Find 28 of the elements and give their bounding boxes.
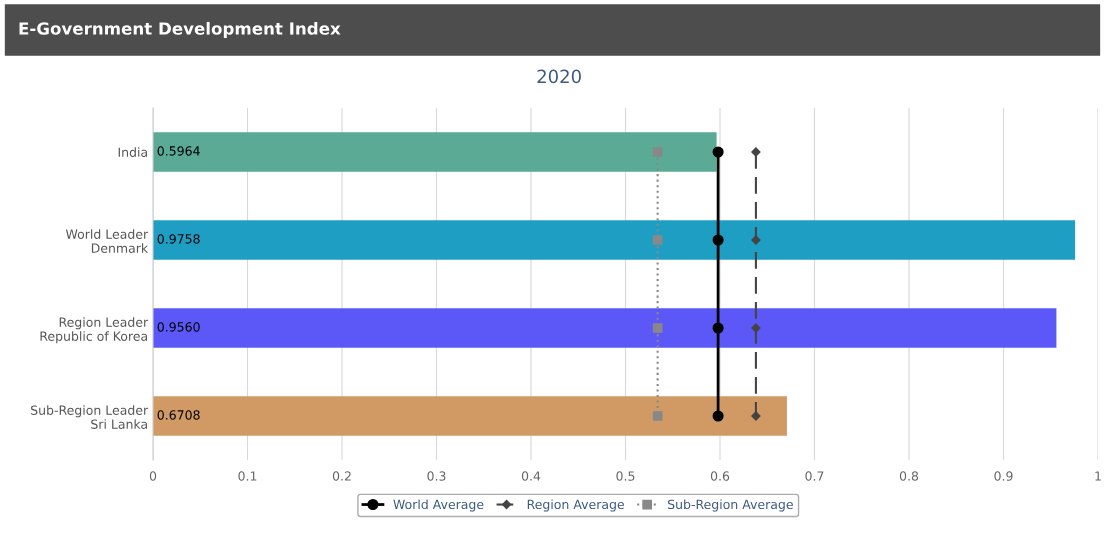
x-tick-label: 0.6	[710, 471, 730, 481]
data-label: 0.9560	[157, 322, 200, 332]
y-tick-label: Region Leader Republic of Korea	[40, 317, 149, 344]
x-tick-label: 0.9	[994, 471, 1013, 481]
y-tick-label: World Leader Denmark	[65, 229, 149, 253]
x-tick-label: 1	[1095, 471, 1101, 481]
bar	[153, 220, 1076, 260]
legend-label: Region Average	[527, 499, 624, 512]
x-tick-label: 0.8	[899, 471, 919, 481]
legend-label: World Average	[393, 499, 484, 512]
bar	[153, 308, 1057, 348]
chart-subtitle: 2020	[537, 69, 581, 84]
x-tick-label: 0.7	[805, 471, 824, 481]
y-tick-label: Sub-Region Leader Sri Lanka	[31, 405, 149, 429]
x-tick-label: 0.2	[332, 471, 351, 481]
data-label: 0.5964	[157, 146, 200, 156]
x-tick-label: 0	[149, 471, 157, 481]
x-tick-label: 0.4	[521, 471, 541, 481]
bar	[153, 132, 717, 172]
bar	[153, 396, 787, 436]
legend-label: Sub-Region Average	[667, 499, 793, 512]
chart-title: E-Government Development Index	[19, 21, 341, 39]
y-tick-label: India	[118, 147, 147, 157]
x-tick-label: 0.3	[427, 471, 446, 481]
data-label: 0.6708	[157, 410, 200, 420]
x-tick-label: 0.1	[238, 471, 257, 481]
x-tick-label: 0.5	[616, 471, 635, 481]
data-label: 0.9758	[157, 234, 200, 244]
